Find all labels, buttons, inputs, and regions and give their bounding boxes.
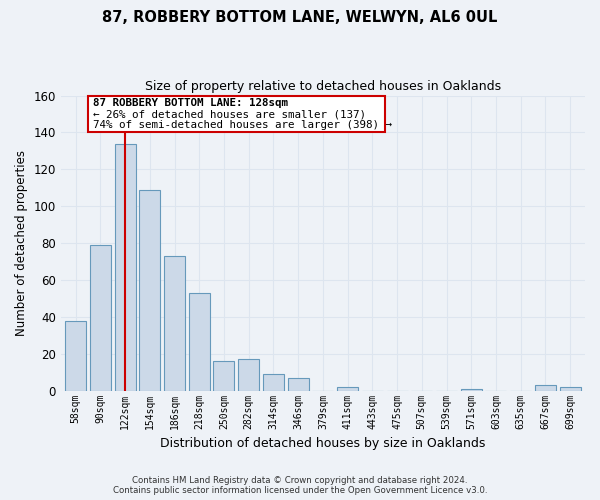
Bar <box>535 385 556 390</box>
Bar <box>560 387 581 390</box>
Text: 87 ROBBERY BOTTOM LANE: 128sqm: 87 ROBBERY BOTTOM LANE: 128sqm <box>93 98 288 108</box>
Bar <box>90 245 111 390</box>
X-axis label: Distribution of detached houses by size in Oaklands: Distribution of detached houses by size … <box>160 437 485 450</box>
Text: Contains HM Land Registry data © Crown copyright and database right 2024.
Contai: Contains HM Land Registry data © Crown c… <box>113 476 487 495</box>
FancyBboxPatch shape <box>88 96 385 132</box>
Bar <box>139 190 160 390</box>
Bar <box>189 293 210 390</box>
Bar <box>115 144 136 390</box>
Bar <box>287 378 308 390</box>
Text: 87, ROBBERY BOTTOM LANE, WELWYN, AL6 0UL: 87, ROBBERY BOTTOM LANE, WELWYN, AL6 0UL <box>103 10 497 25</box>
Bar <box>263 374 284 390</box>
Bar <box>65 320 86 390</box>
Y-axis label: Number of detached properties: Number of detached properties <box>15 150 28 336</box>
Text: ← 26% of detached houses are smaller (137): ← 26% of detached houses are smaller (13… <box>93 110 366 120</box>
Title: Size of property relative to detached houses in Oaklands: Size of property relative to detached ho… <box>145 80 501 93</box>
Text: 74% of semi-detached houses are larger (398) →: 74% of semi-detached houses are larger (… <box>93 120 392 130</box>
Bar <box>214 361 235 390</box>
Bar <box>164 256 185 390</box>
Bar <box>461 389 482 390</box>
Bar <box>238 360 259 390</box>
Bar <box>337 387 358 390</box>
